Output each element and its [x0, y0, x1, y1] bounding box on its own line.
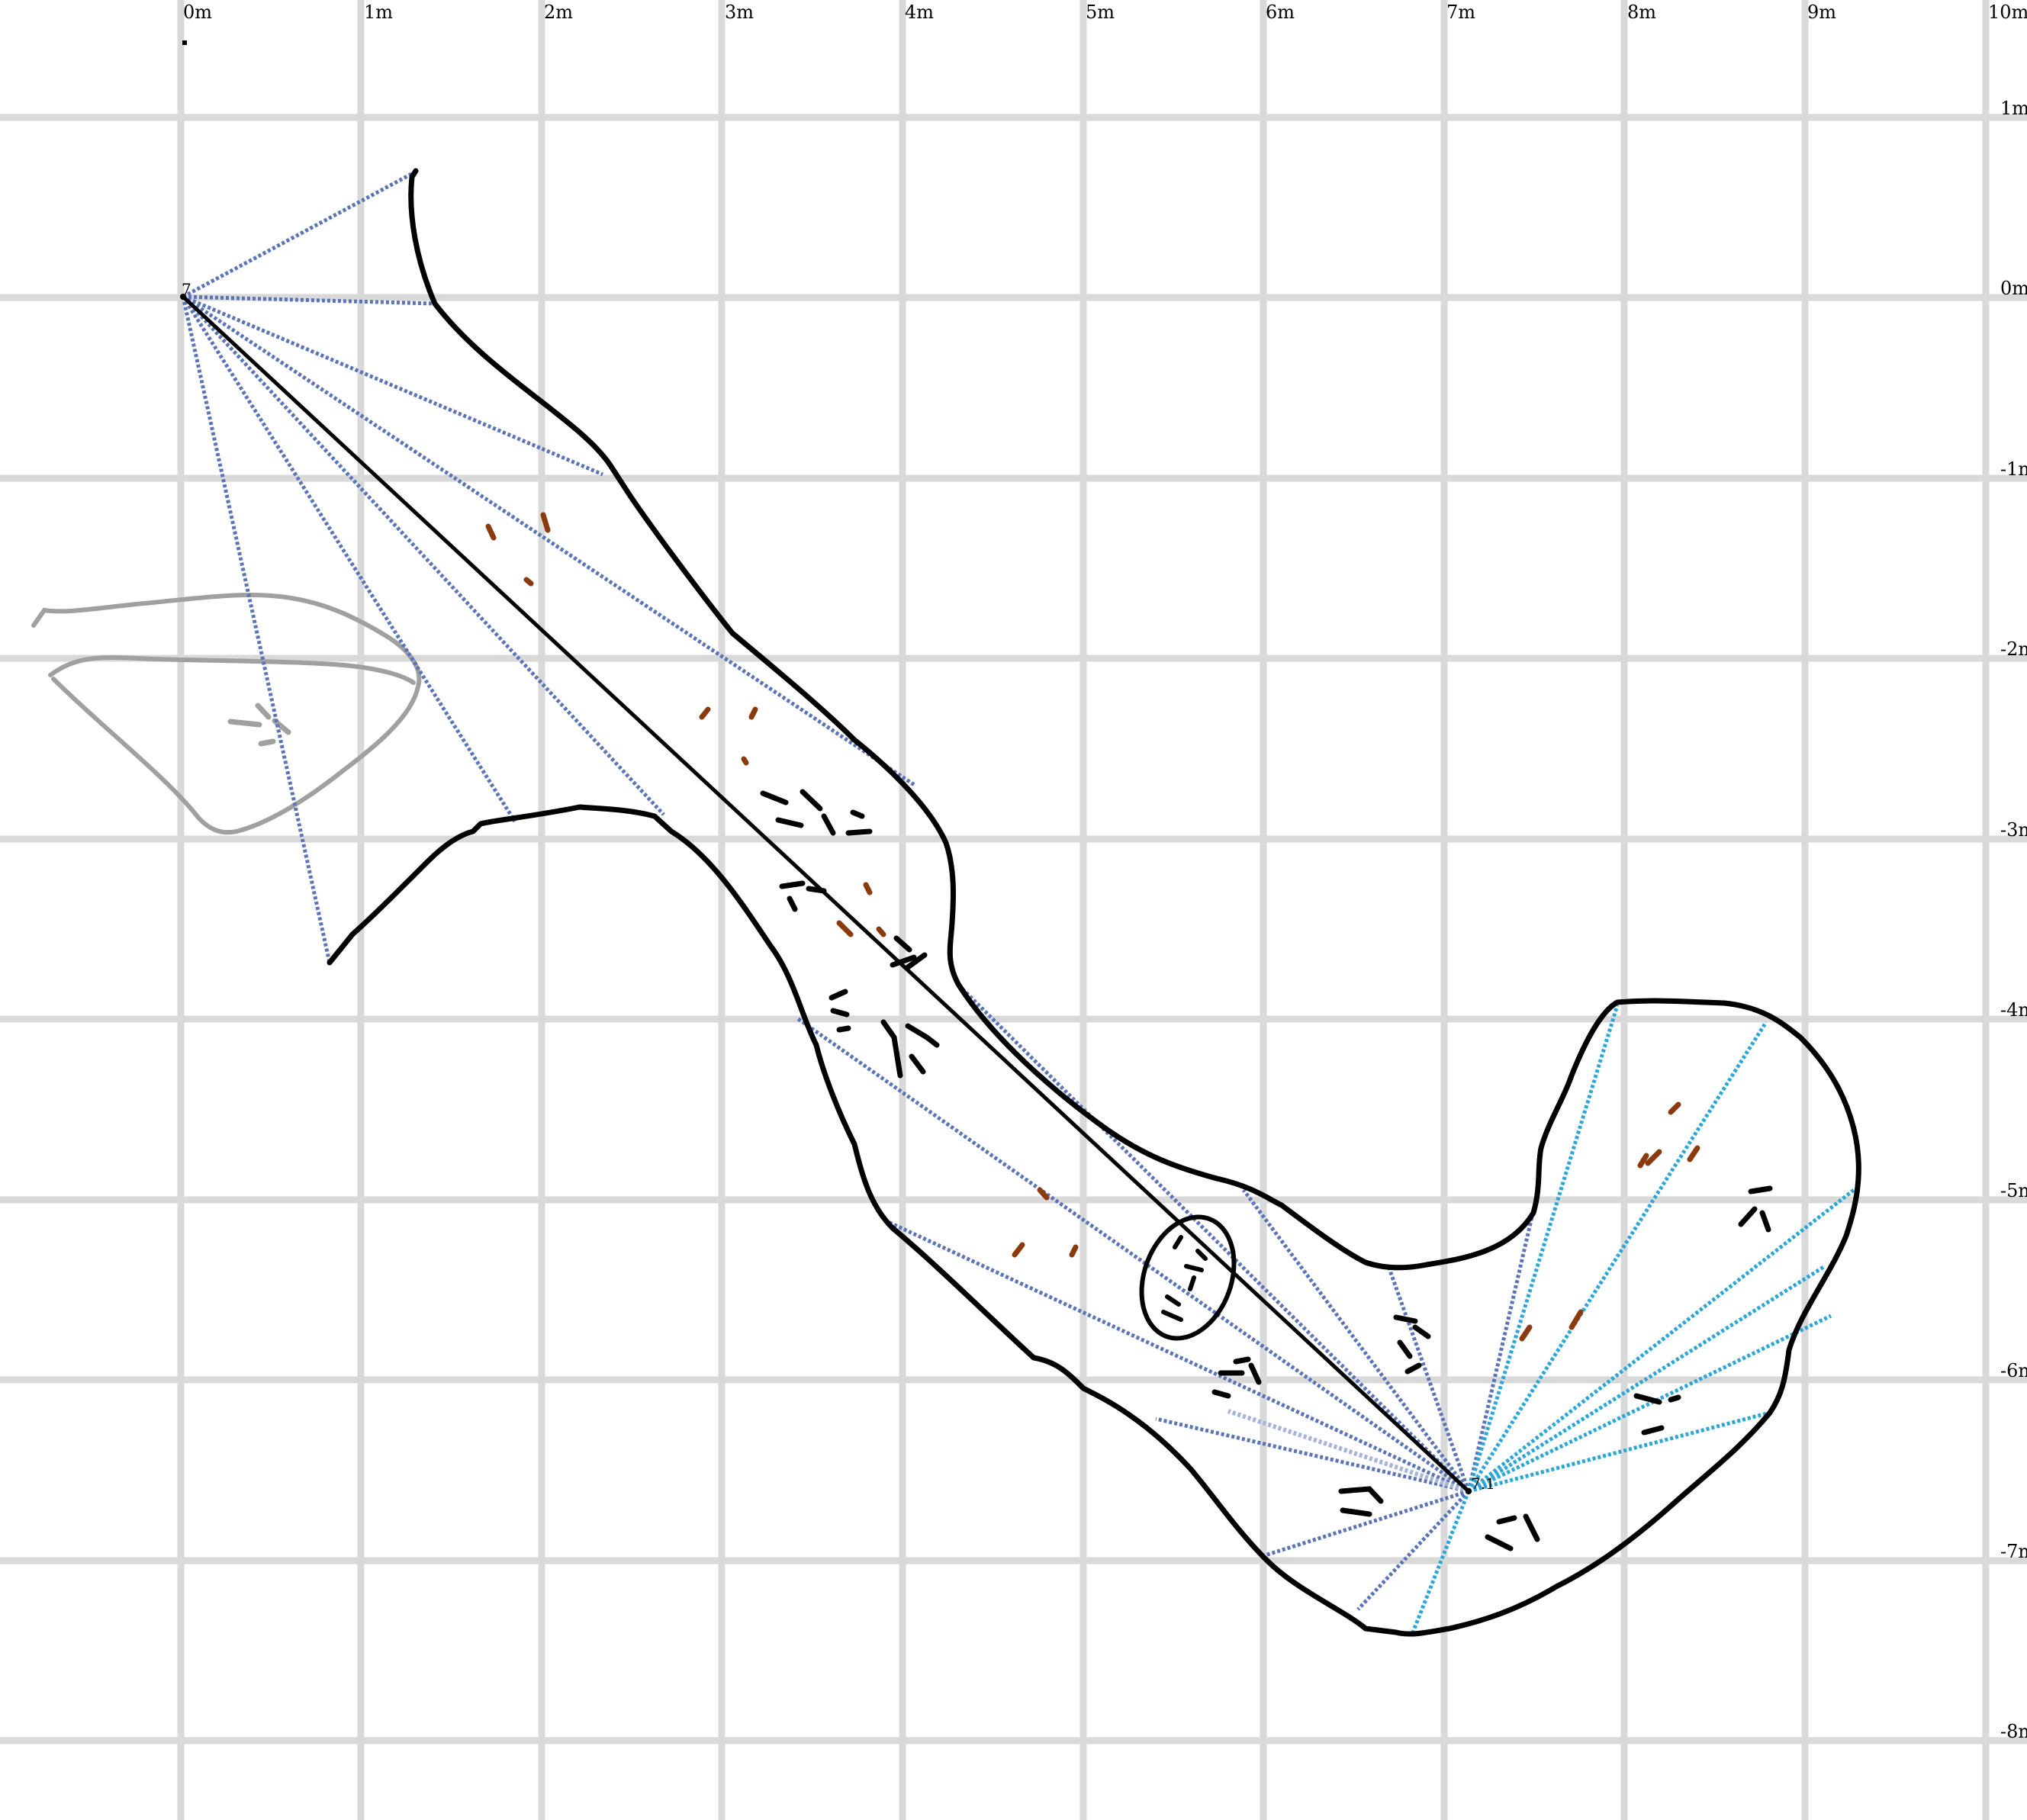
y-label-minus-8: -8m [2000, 1721, 2027, 1742]
x-label-2: 2m [544, 2, 573, 23]
y-axis-labels: 1m 0m -1m -2m -3m -4m -5m -6m -7m -8m [2000, 98, 2027, 1742]
x-label-8: 8m [1627, 2, 1656, 23]
survey-leg [182, 295, 1470, 1493]
y-label-minus-7: -7m [2000, 1541, 2027, 1562]
y-label-1: 1m [2000, 98, 2027, 119]
station-7-label: 7 [182, 280, 191, 298]
splays-station-7-1-cyan [1409, 1005, 1855, 1637]
station-7-1[interactable]: 7.1 [1466, 1474, 1495, 1494]
splay-faint [1227, 1409, 1469, 1494]
old-passage-outline [31, 592, 422, 835]
rock-rubble-symbols [760, 789, 1773, 1552]
mud-symbols [485, 512, 1700, 1342]
origin-marker [182, 40, 187, 45]
y-label-minus-4: -4m [2000, 999, 2027, 1021]
y-label-0: 0m [2000, 278, 2027, 299]
station-7-1-label: 7.1 [1471, 1474, 1495, 1493]
x-label-3: 3m [725, 2, 754, 23]
x-label-7: 7m [1446, 2, 1475, 23]
x-label-4: 4m [905, 2, 934, 23]
splays-station-7 [181, 169, 917, 963]
x-label-10: 10m [1988, 2, 2027, 23]
y-label-minus-5: -5m [2000, 1180, 2027, 1201]
x-label-5: 5m [1086, 2, 1115, 23]
passage-walls [327, 168, 1861, 1637]
old-rock-rubble-symbol [227, 703, 291, 747]
x-label-0: 0m [183, 2, 212, 23]
station-7[interactable]: 7 [180, 280, 191, 300]
x-label-9: 9m [1807, 2, 1836, 23]
x-axis-labels: 0m 1m 2m 3m 4m 5m 6m 7m 8m 9m 10m [183, 2, 2027, 23]
hs-symbol [1139, 1214, 1237, 1341]
y-label-minus-6: -6m [2000, 1360, 2027, 1381]
y-label-minus-2: -2m [2000, 638, 2027, 660]
y-label-minus-3: -3m [2000, 819, 2027, 841]
y-label-minus-1: -1m [2000, 458, 2027, 480]
x-label-1: 1m [364, 2, 393, 23]
x-label-6: 6m [1266, 2, 1295, 23]
splays-station-7-1-blue [796, 982, 1540, 1611]
